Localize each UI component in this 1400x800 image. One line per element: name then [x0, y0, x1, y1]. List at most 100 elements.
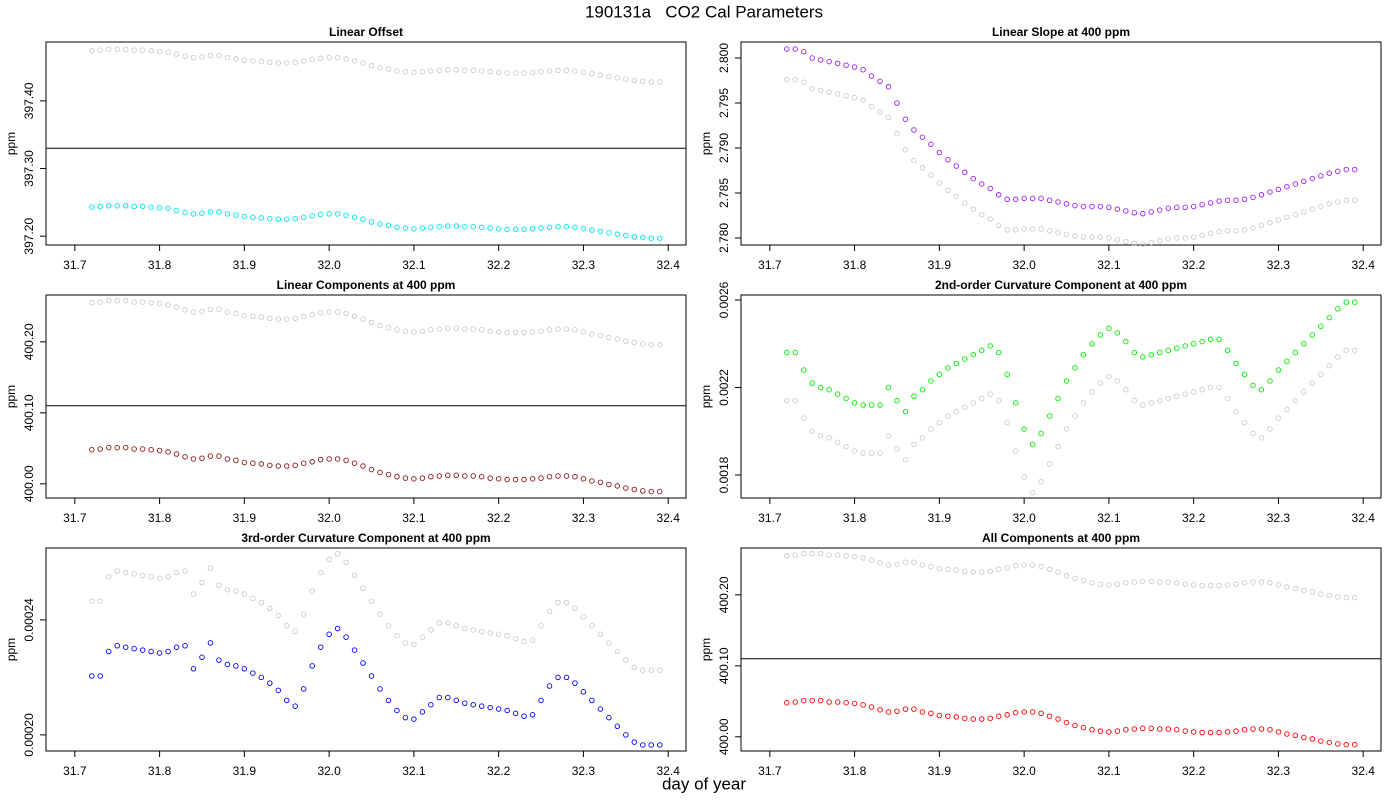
- data-point: [1343, 197, 1349, 203]
- data-point: [487, 704, 493, 711]
- data-point: [258, 599, 265, 606]
- data-point: [199, 654, 205, 661]
- data-point: [911, 127, 917, 133]
- data-point: [1021, 226, 1027, 232]
- x-tick-label: 31.8: [148, 764, 172, 778]
- data-point: [1072, 575, 1078, 582]
- data-point: [1309, 589, 1316, 595]
- data-point: [843, 395, 849, 402]
- data-point: [1343, 594, 1349, 601]
- data-point: [868, 73, 875, 79]
- data-point: [834, 391, 841, 397]
- data-point: [1140, 578, 1146, 585]
- data-point: [436, 223, 443, 230]
- data-point: [648, 488, 654, 495]
- data-point: [1351, 299, 1358, 305]
- data-point: [1258, 435, 1265, 441]
- data-point: [190, 666, 197, 672]
- x-tick-label: 31.8: [843, 764, 867, 778]
- data-point: [1233, 581, 1239, 587]
- x-tick-label: 32.1: [1097, 258, 1121, 272]
- data-point: [317, 309, 324, 316]
- data-point: [834, 699, 841, 705]
- data-point: [1318, 323, 1324, 330]
- data-point: [1233, 228, 1239, 234]
- data-point: [962, 715, 968, 722]
- data-point: [1301, 178, 1307, 185]
- data-point: [385, 697, 392, 704]
- data-point: [250, 595, 256, 602]
- data-point: [453, 223, 460, 229]
- data-point: [978, 211, 985, 218]
- data-point: [148, 48, 154, 54]
- data-point: [360, 60, 366, 66]
- data-point: [233, 457, 239, 464]
- data-point: [580, 689, 587, 695]
- data-point: [156, 575, 163, 581]
- data-point: [309, 663, 315, 669]
- data-point: [402, 475, 409, 481]
- data-point: [97, 673, 104, 679]
- data-point: [978, 395, 985, 402]
- data-point: [1292, 181, 1299, 187]
- data-point: [512, 226, 519, 233]
- x-tick-label: 32.0: [1012, 511, 1036, 525]
- data-point: [394, 68, 400, 74]
- data-point: [1029, 489, 1036, 496]
- data-point: [1089, 726, 1095, 733]
- data-point: [834, 439, 841, 445]
- x-tick-label: 32.0: [1012, 764, 1036, 778]
- x-tick-label: 31.9: [928, 258, 952, 272]
- y-tick-label: 400.10: [717, 647, 731, 684]
- data-point: [1029, 562, 1036, 568]
- data-point: [784, 699, 790, 706]
- data-point: [241, 312, 248, 319]
- data-point: [606, 481, 612, 488]
- data-point: [1106, 325, 1112, 332]
- data-point: [1326, 592, 1333, 599]
- data-point: [495, 476, 502, 482]
- data-point: [1004, 371, 1010, 378]
- data-point: [1233, 197, 1239, 203]
- data-point: [877, 450, 883, 456]
- data-point: [614, 336, 621, 342]
- data-point: [258, 461, 265, 467]
- data-point: [487, 225, 493, 231]
- data-point: [902, 706, 909, 712]
- data-point: [351, 313, 358, 320]
- x-tick-label: 32.4: [1352, 258, 1376, 272]
- data-point: [546, 327, 553, 333]
- data-point: [453, 325, 460, 332]
- data-point: [122, 644, 129, 650]
- data-point: [1275, 415, 1282, 421]
- data-point: [292, 628, 298, 635]
- data-point: [1335, 168, 1341, 175]
- data-point: [351, 572, 358, 579]
- y-axis-title: ppm: [4, 385, 18, 408]
- data-point: [1029, 709, 1036, 715]
- data-point: [317, 55, 324, 61]
- data-point: [843, 443, 849, 450]
- data-point: [190, 591, 197, 597]
- data-point: [589, 331, 595, 337]
- data-point: [987, 391, 993, 397]
- data-point: [792, 397, 799, 404]
- data-point: [148, 300, 154, 306]
- data-point: [1224, 395, 1231, 402]
- data-point: [182, 568, 188, 574]
- data-point: [1123, 208, 1129, 214]
- data-point: [1267, 426, 1273, 432]
- data-point: [1004, 419, 1010, 426]
- data-point: [1326, 201, 1333, 207]
- data-point: [402, 714, 409, 721]
- data-point: [970, 400, 977, 406]
- data-point: [1038, 430, 1044, 437]
- data-point: [911, 706, 917, 712]
- data-point: [385, 222, 392, 229]
- data-point: [1309, 380, 1316, 386]
- data-point: [631, 486, 638, 493]
- data-point: [326, 556, 332, 563]
- y-axis-title: ppm: [699, 638, 713, 661]
- data-point: [1351, 347, 1358, 354]
